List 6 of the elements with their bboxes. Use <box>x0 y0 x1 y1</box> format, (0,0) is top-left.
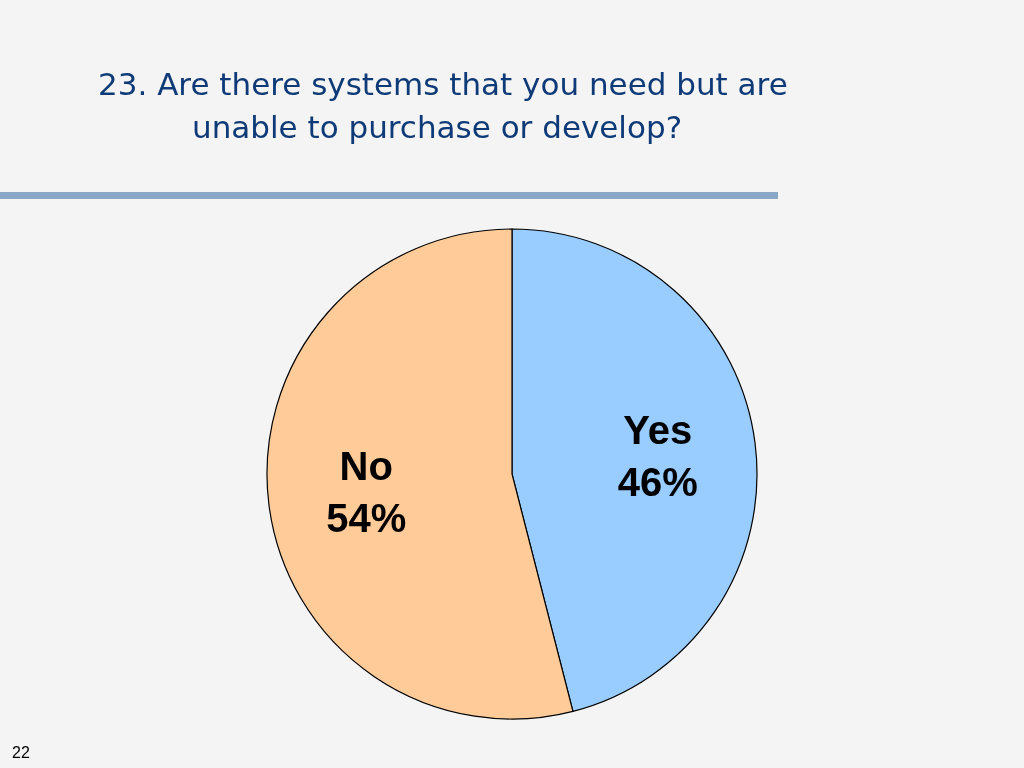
slice-label: No <box>339 444 393 489</box>
data-label: 54% <box>326 496 407 541</box>
chart-title: 23. Are there systems that you need but are unable to purchase or develop? <box>98 66 788 145</box>
slice-label: Yes <box>623 407 693 452</box>
text: 22 <box>12 744 30 761</box>
data-label: 46% <box>617 459 698 504</box>
